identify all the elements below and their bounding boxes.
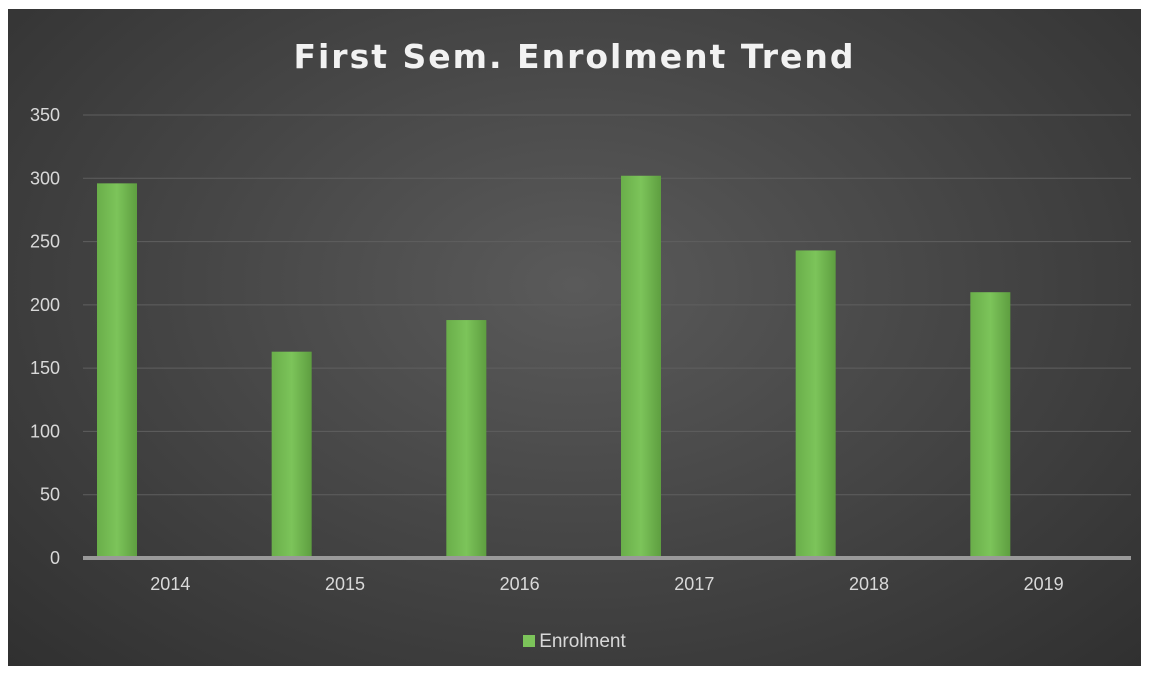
bar-2019	[970, 292, 1011, 558]
x-tick-label: 2018	[849, 574, 889, 594]
axes: 0 50 100 150 200 250 300 350 2014 2015 2016 2017 201…	[30, 105, 1131, 594]
x-tick-label: 2017	[674, 574, 714, 594]
y-tick-label: 300	[30, 168, 60, 188]
y-tick-label: 150	[30, 358, 60, 378]
bar-2016	[446, 320, 487, 558]
y-tick-label: 250	[30, 232, 60, 252]
y-tick-label: 350	[30, 105, 60, 125]
x-tick-label: 2014	[150, 574, 190, 594]
x-axis-line	[83, 556, 1131, 560]
y-tick-label: 50	[40, 485, 60, 505]
chart-frame: First Sem. Enrolment Trend 0 50 100 150 200 2…	[8, 9, 1141, 666]
y-tick-label: 100	[30, 421, 60, 441]
y-tick-label: 0	[50, 548, 60, 568]
x-tick-label: 2015	[325, 574, 365, 594]
x-tick-label: 2019	[1024, 574, 1064, 594]
gridlines	[83, 114, 1131, 496]
bar-2018	[795, 250, 836, 558]
legend: Enrolment	[8, 631, 1141, 653]
bar-2017	[621, 175, 661, 559]
chart-plot: 0 50 100 150 200 250 300 350 2014 2015 2016 2017 201…	[30, 105, 1131, 594]
bars	[97, 175, 1011, 559]
bar-2014	[97, 183, 137, 558]
y-tick-label: 200	[30, 295, 60, 315]
legend-swatch	[523, 635, 536, 647]
chart-title: First Sem. Enrolment Trend	[293, 37, 856, 76]
x-tick-label: 2016	[500, 574, 540, 594]
legend-label: Enrolment	[539, 631, 626, 652]
bar-2015	[271, 351, 312, 558]
